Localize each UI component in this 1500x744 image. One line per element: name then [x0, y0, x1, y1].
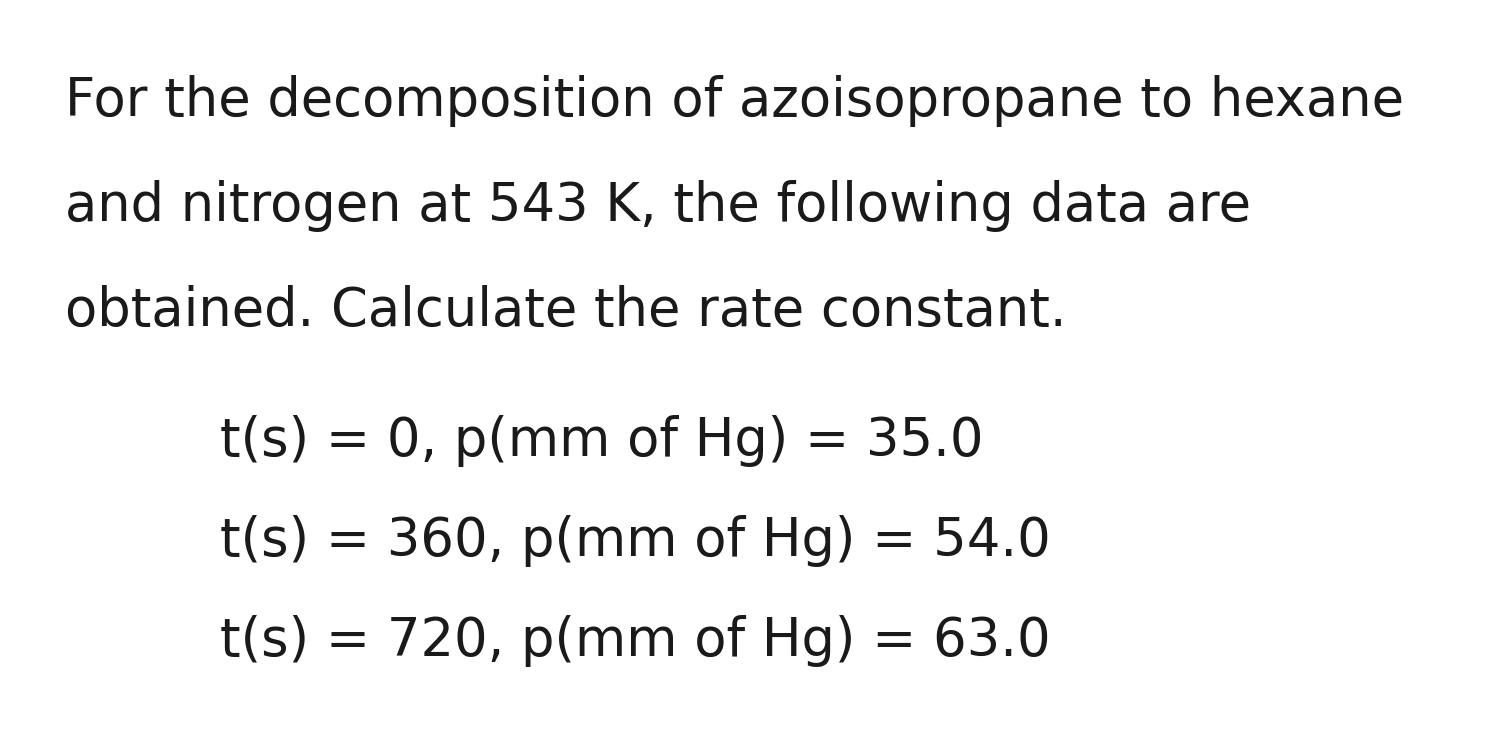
Text: t(s) = 360, p(mm of Hg) = 54.0: t(s) = 360, p(mm of Hg) = 54.0	[220, 515, 1050, 567]
Text: t(s) = 0, p(mm of Hg) = 35.0: t(s) = 0, p(mm of Hg) = 35.0	[220, 415, 984, 467]
Text: and nitrogen at 543 K, the following data are: and nitrogen at 543 K, the following dat…	[64, 180, 1251, 232]
Text: t(s) = 720, p(mm of Hg) = 63.0: t(s) = 720, p(mm of Hg) = 63.0	[220, 615, 1050, 667]
Text: For the decomposition of azoisopropane to hexane: For the decomposition of azoisopropane t…	[64, 75, 1404, 127]
Text: obtained. Calculate the rate constant.: obtained. Calculate the rate constant.	[64, 285, 1066, 337]
